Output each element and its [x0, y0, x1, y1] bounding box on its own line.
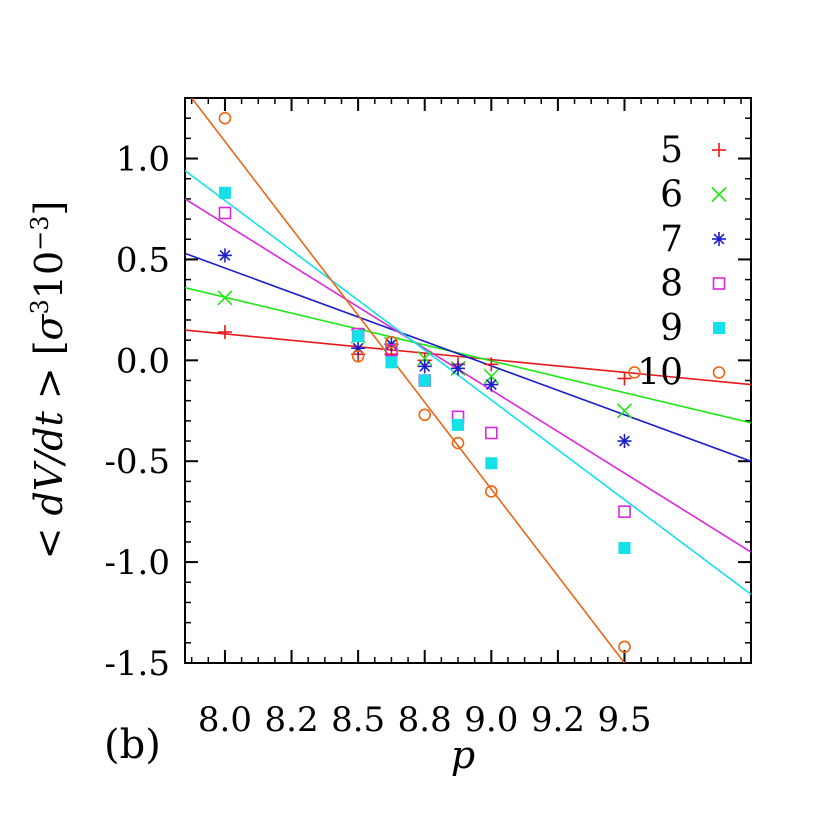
- point-series-9: [418, 374, 431, 387]
- legend-label-9: 9: [660, 308, 683, 349]
- x-tick-label: 9.0: [464, 700, 518, 740]
- x-tick-label: 8.2: [265, 700, 319, 740]
- x-axis-label: p: [451, 733, 475, 777]
- point-series-10: [218, 111, 232, 125]
- fit-line-8: [185, 198, 751, 553]
- point-series-6: [217, 290, 233, 306]
- legend-marker-10: [712, 366, 726, 379]
- axes: 8.0 8.2 8.5 8.8 9.0 9.2 9.5 1.0 0.5 0.0 -0.5 -1.0 -1…: [104, 97, 752, 740]
- panel-label: (b): [104, 722, 161, 768]
- legend-marker-6: [711, 186, 727, 203]
- legend-label-10: 10: [637, 353, 683, 394]
- y-axis-label: < dV/dt > [σ310−3]: [26, 201, 71, 560]
- legend-marker-9: [713, 322, 725, 334]
- point-series-5: [484, 357, 499, 372]
- point-series-10: [418, 408, 432, 422]
- point-series-6: [616, 403, 633, 419]
- point-series-10: [451, 436, 465, 450]
- y-tick-label: -1.5: [104, 644, 170, 684]
- y-tick-label: -0.5: [104, 442, 170, 482]
- point-series-8: [485, 426, 498, 440]
- point-series-10: [385, 335, 398, 349]
- point-series-5: [217, 325, 232, 340]
- point-series-9: [452, 418, 465, 431]
- fit-lines: [185, 98, 751, 663]
- x-tick-label: 8.0: [198, 700, 252, 740]
- fit-line-9: [185, 170, 751, 596]
- point-series-9: [485, 457, 498, 470]
- point-series-7: [484, 377, 499, 392]
- x-tick-label: 8.8: [398, 700, 452, 740]
- point-series-9: [618, 541, 631, 554]
- point-series-8: [385, 343, 398, 357]
- legend-marker-5: [712, 143, 726, 157]
- point-series-7: [217, 248, 232, 263]
- fit-line-6: [185, 286, 751, 424]
- y-tick-label: 0.0: [116, 341, 170, 381]
- data-points: [217, 111, 641, 654]
- point-series-6: [483, 368, 499, 385]
- legend-label-7: 7: [660, 219, 683, 260]
- x-tick-label: 9.2: [531, 700, 585, 740]
- point-series-9: [218, 186, 231, 199]
- point-series-9: [352, 330, 365, 343]
- point-series-8: [618, 505, 631, 518]
- legend-label-6: 6: [660, 175, 683, 216]
- point-series-10: [351, 349, 365, 363]
- x-tick-label: 8.5: [331, 700, 385, 740]
- point-series-6: [417, 350, 433, 366]
- point-series-7: [451, 361, 466, 376]
- x-tick-label: 9.5: [597, 700, 651, 740]
- point-series-7: [417, 359, 432, 374]
- point-series-8: [218, 206, 232, 220]
- y-tick-label: 0.5: [116, 240, 170, 280]
- fit-line-10: [191, 98, 626, 663]
- point-series-5: [617, 371, 632, 386]
- point-series-10: [618, 640, 631, 654]
- y-tick-label: 1.0: [116, 140, 170, 180]
- legend-label-8: 8: [660, 264, 683, 305]
- fit-line-7: [185, 252, 751, 462]
- point-series-10: [628, 366, 641, 379]
- legend-label-5: 5: [660, 130, 683, 171]
- legend-marker-8: [712, 277, 726, 290]
- point-series-9: [385, 356, 398, 369]
- y-tick-label: -1.0: [104, 543, 170, 583]
- point-series-10: [485, 485, 498, 498]
- point-series-7: [617, 434, 632, 449]
- legend-marker-7: [712, 232, 726, 246]
